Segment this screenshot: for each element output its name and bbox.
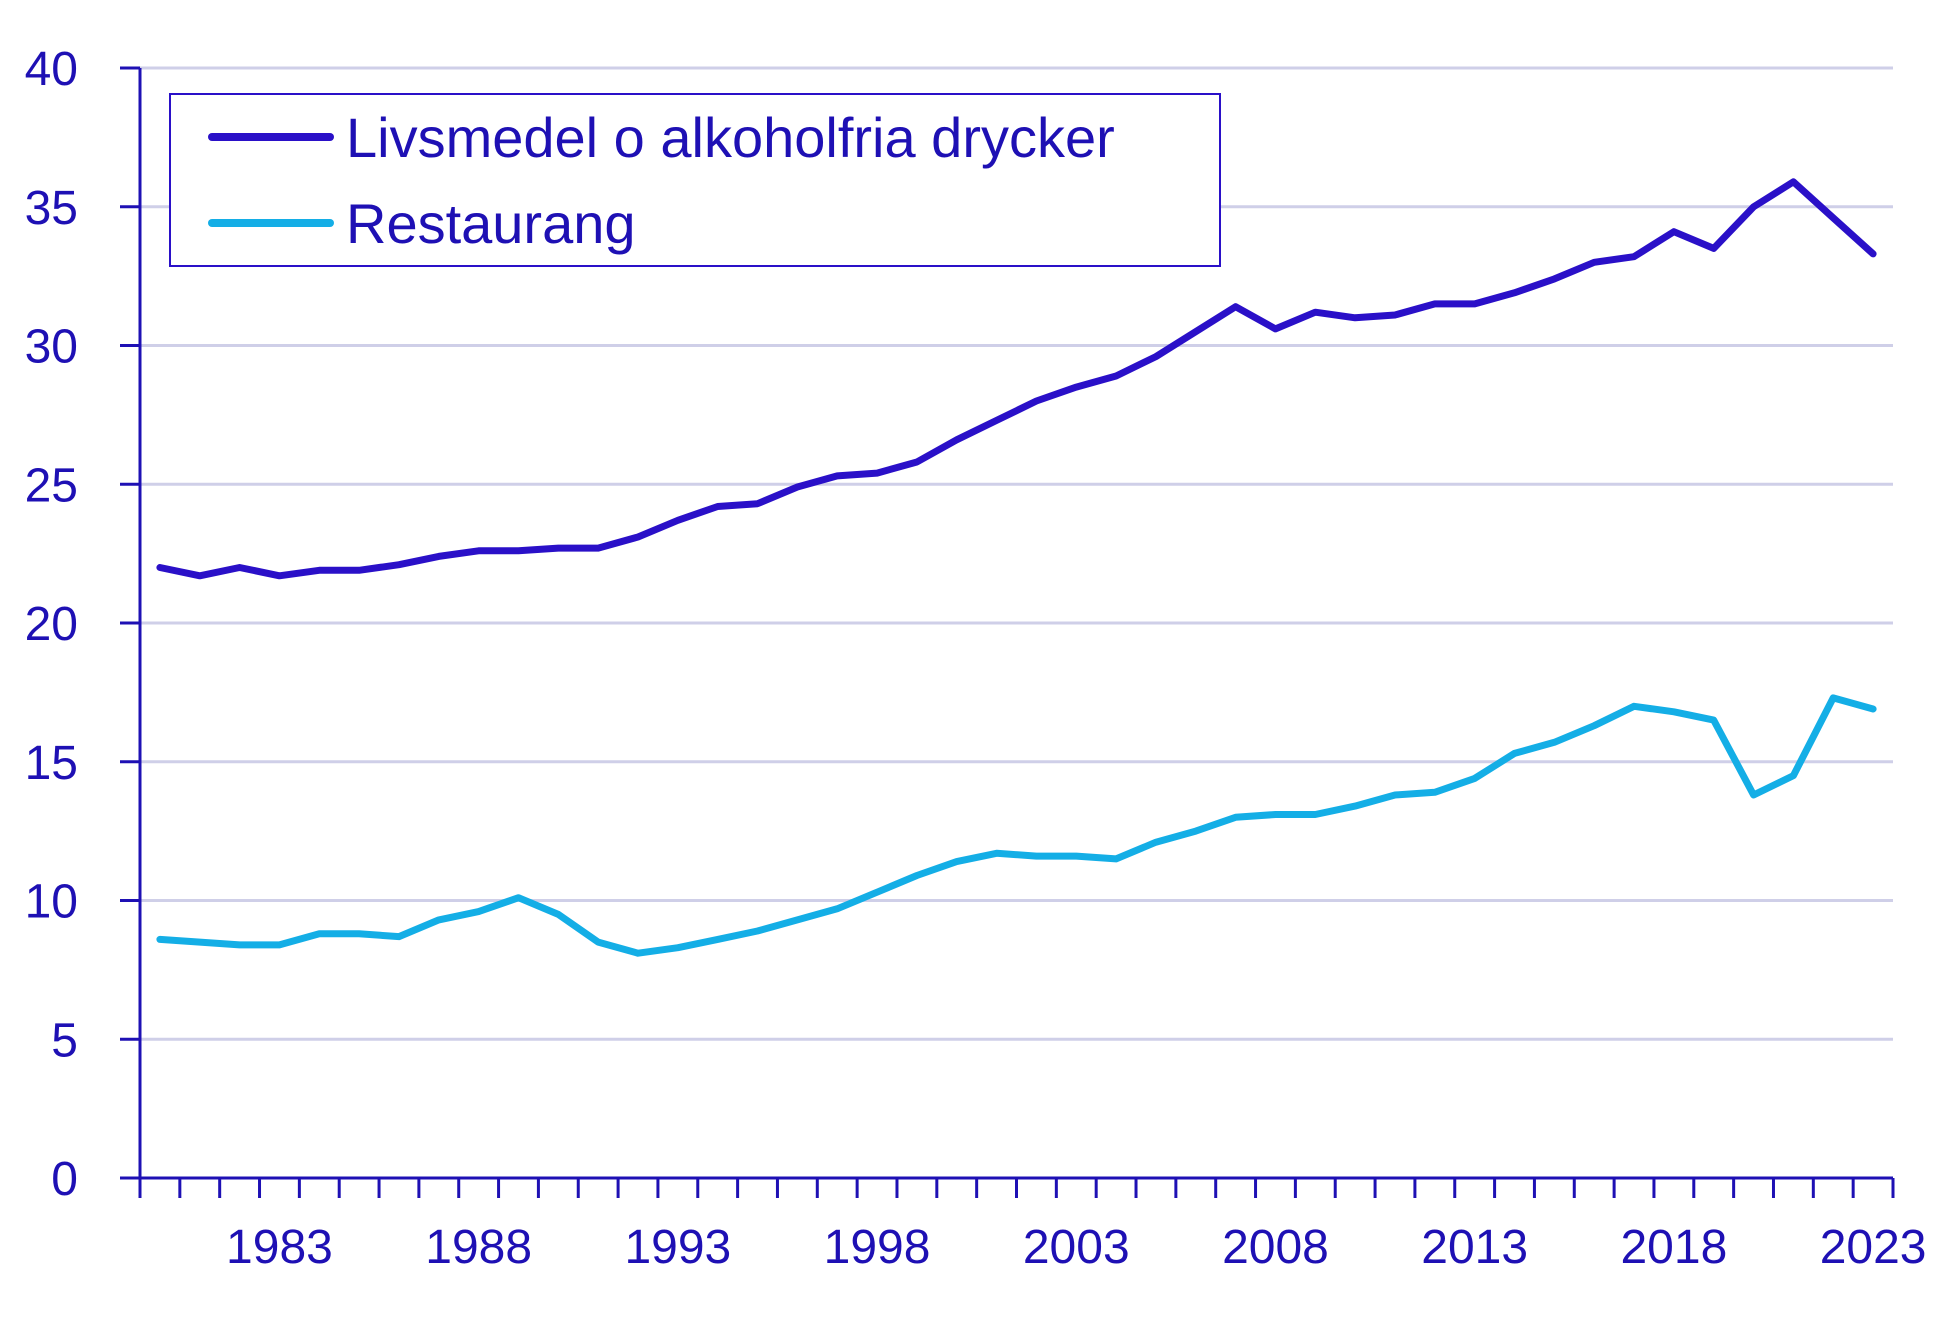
x-tick-label: 2013 — [1421, 1221, 1528, 1274]
x-tick-label: 2023 — [1820, 1221, 1927, 1274]
series-line — [156, 178, 1877, 580]
y-tick-label: 20 — [25, 598, 78, 651]
x-tick-label: 1993 — [624, 1221, 731, 1274]
x-tick-label: 2008 — [1222, 1221, 1329, 1274]
legend-label: Livsmedel o alkoholfria drycker — [346, 106, 1115, 169]
y-tick-label: 30 — [25, 321, 78, 374]
legend-label: Restaurang — [346, 192, 636, 255]
axes — [120, 66, 1895, 1198]
y-tick-label: 40 — [25, 43, 78, 96]
y-tick-label: 15 — [25, 737, 78, 790]
x-tick-labels: 1983 1988 1993 1998 2003 2008 2013 2018 2023 — [226, 1221, 1926, 1274]
x-tick-label: 2018 — [1620, 1221, 1727, 1274]
x-tick-label: 1998 — [824, 1221, 931, 1274]
x-tick-label: 2003 — [1023, 1221, 1130, 1274]
y-tick-label: 10 — [25, 876, 78, 929]
y-tick-label: 25 — [25, 459, 78, 512]
series-lines — [156, 178, 1877, 957]
x-tick-label: 1983 — [226, 1221, 333, 1274]
legend-box — [169, 93, 1221, 267]
series-line — [156, 694, 1877, 957]
y-tick-labels: 0 5 10 15 20 25 30 35 40 — [25, 43, 78, 1206]
y-tick-label: 5 — [51, 1014, 78, 1067]
legend: Livsmedel o alkoholfria drycker Restauran… — [169, 93, 1221, 267]
y-tick-label: 35 — [25, 182, 78, 235]
x-tick-label: 1988 — [425, 1221, 532, 1274]
y-tick-label: 0 — [51, 1153, 78, 1206]
